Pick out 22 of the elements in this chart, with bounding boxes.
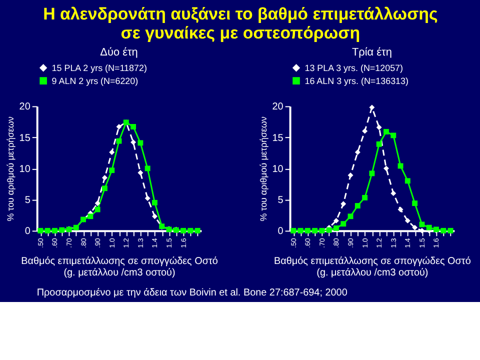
- text: Προσαρμοσμένο με την άδεια των Boivin et al. Bone 27:687-694; 2000: [36, 287, 348, 298]
- legend-label: 16 ALN 3 yrs. (N=136313): [304, 76, 409, 86]
- y-tick-label: 20: [19, 102, 31, 113]
- y-axis-title: % του αριθμού μετρήσεων: [5, 116, 16, 222]
- y-tick-label: 20: [272, 102, 284, 113]
- x-axis-title: Βαθμός επιμετάλλωσης σε σπογγώδες Οστό (g. μετάλλου /cm3 οστού): [21, 256, 218, 279]
- y-axis-title: % του αριθμού μετρήσεων: [258, 116, 268, 222]
- legend-label: 15 PLA 2 yrs (N=11872): [52, 62, 147, 73]
- y-tick-label: 10: [19, 164, 31, 175]
- text: Η αλενδρονάτη αυξάνει το βαθμό επιμετάλλωσης σε γυναίκες με οστεοπόρωση: [43, 4, 438, 42]
- y-tick-label: 15: [272, 132, 284, 144]
- y-tick-label: 15: [19, 132, 31, 144]
- chart-subtitle: Δύο έτη: [100, 46, 138, 58]
- y-tick-label: 5: [278, 195, 284, 206]
- x-axis-title: Βαθμός επιμετάλλωσης σε σπογγώδες Οστό (g. μετάλλου /cm3 οστού): [274, 256, 472, 279]
- y-tick-label: 0: [278, 226, 284, 238]
- y-tick-label: 10: [272, 164, 284, 175]
- y-tick-label: 5: [24, 195, 31, 206]
- chart-subtitle: Τρία έτη: [352, 46, 392, 58]
- legend-label: 13 PLA 3 yrs. (N=12057): [304, 62, 404, 73]
- y-tick-label: 0: [24, 226, 31, 238]
- legend-label: 9 ALN 2 yrs (N=6220): [52, 76, 138, 86]
